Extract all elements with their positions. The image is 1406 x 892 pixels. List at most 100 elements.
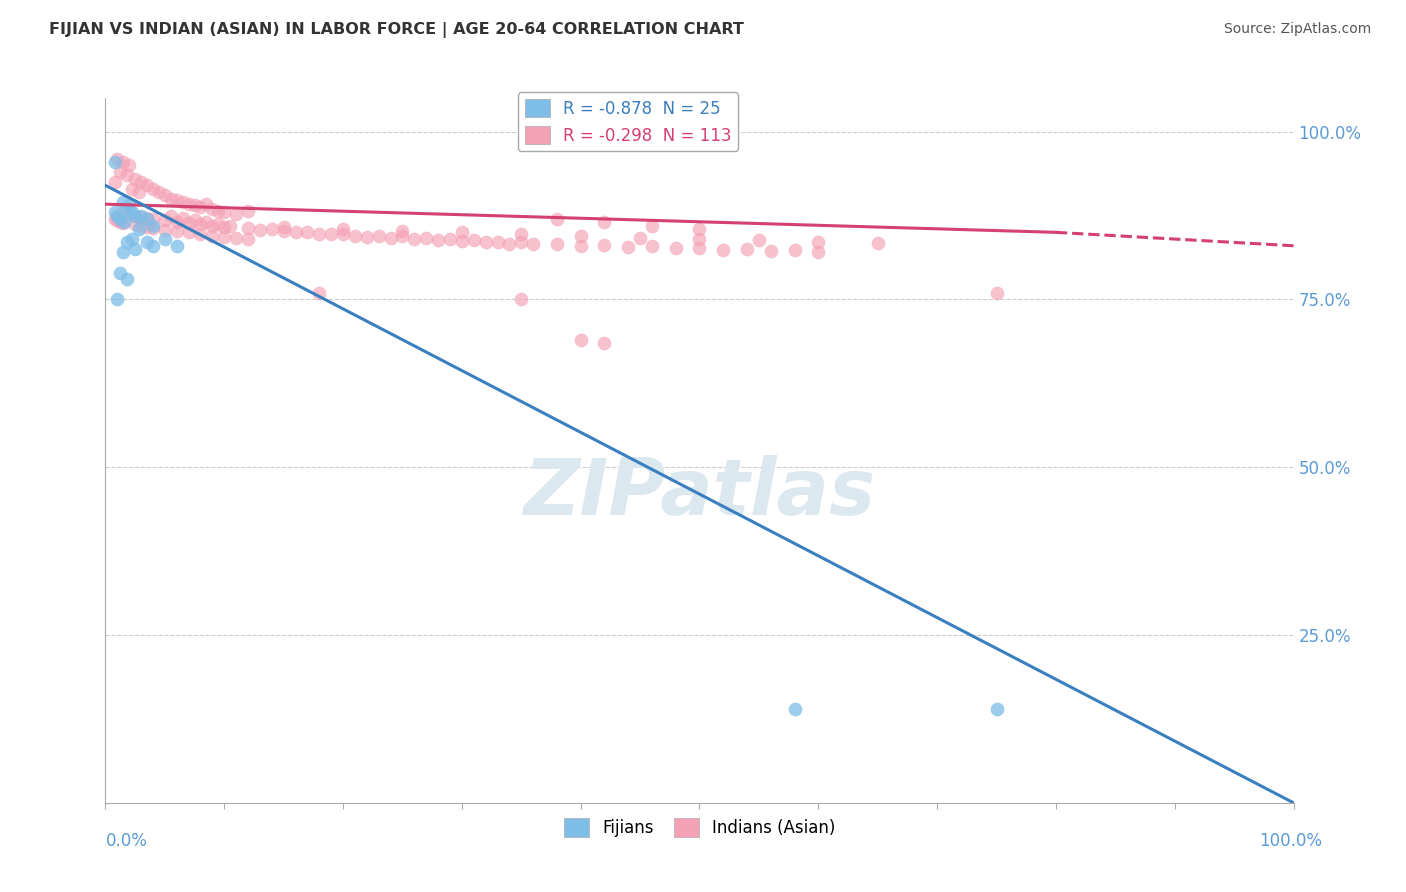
Point [569,239,592,253]
Point [166,214,188,228]
Point [273,219,295,234]
Point [546,211,568,226]
Point [308,285,330,300]
Point [284,225,307,239]
Point [332,227,354,241]
Point [689,222,711,236]
Point [105,209,128,223]
Point [159,192,181,206]
Point [356,230,378,244]
Point [115,202,138,216]
Point [236,221,259,235]
Point [104,154,127,169]
Point [474,235,496,250]
Point [486,235,509,249]
Point [391,228,413,243]
Point [115,272,138,286]
Point [380,230,402,244]
Point [190,227,212,241]
Point [136,235,159,250]
Point [115,169,138,183]
Point [142,221,165,235]
Point [190,200,212,214]
Point [427,234,450,248]
Point [201,202,224,216]
Point [124,209,146,223]
Text: 100.0%: 100.0% [1258,831,1322,849]
Point [112,205,135,219]
Point [214,205,236,219]
Point [177,225,200,239]
Point [108,211,131,226]
Point [214,230,236,244]
Point [177,197,200,211]
Point [343,228,366,243]
Point [129,210,152,224]
Point [510,293,533,307]
Point [104,211,127,226]
Point [783,244,806,258]
Legend: Fijians, Indians (Asian): Fijians, Indians (Asian) [557,812,842,844]
Point [172,195,194,210]
Point [404,232,426,246]
Point [166,193,188,207]
Point [190,217,212,231]
Point [142,219,165,233]
Text: FIJIAN VS INDIAN (ASIAN) IN LABOR FORCE | AGE 20-64 CORRELATION CHART: FIJIAN VS INDIAN (ASIAN) IN LABOR FORCE … [49,22,744,38]
Point [986,702,1008,716]
Point [105,152,128,166]
Point [129,219,152,233]
Point [236,232,259,246]
Point [121,232,143,246]
Point [783,702,806,716]
Point [450,234,472,248]
Point [129,209,152,223]
Point [153,188,176,202]
Point [225,206,247,220]
Point [689,241,711,255]
Point [546,236,568,251]
Point [136,178,159,193]
Point [617,240,640,254]
Point [118,158,141,172]
Text: Source: ZipAtlas.com: Source: ZipAtlas.com [1223,22,1371,37]
Point [450,225,472,239]
Point [321,227,343,242]
Point [711,243,734,257]
Point [665,242,688,256]
Point [118,206,141,220]
Point [112,245,135,260]
Point [166,224,188,238]
Text: 0.0%: 0.0% [105,831,148,849]
Point [136,219,159,234]
Point [593,215,616,229]
Point [183,198,205,212]
Point [260,222,283,236]
Point [748,234,770,248]
Point [207,217,229,231]
Point [129,175,152,189]
Point [128,222,150,236]
Point [201,228,224,243]
Point [118,198,141,212]
Point [112,216,135,230]
Point [153,213,176,227]
Point [114,215,136,229]
Point [124,209,146,223]
Point [391,224,413,238]
Point [807,235,830,249]
Point [510,227,533,241]
Point [105,213,128,227]
Point [195,197,218,211]
Point [112,154,135,169]
Point [105,293,128,307]
Point [297,225,319,239]
Point [124,242,146,256]
Point [641,239,664,253]
Point [498,236,520,251]
Point [236,203,259,218]
Point [759,244,782,259]
Point [108,214,131,228]
Point [593,238,616,252]
Point [689,232,711,246]
